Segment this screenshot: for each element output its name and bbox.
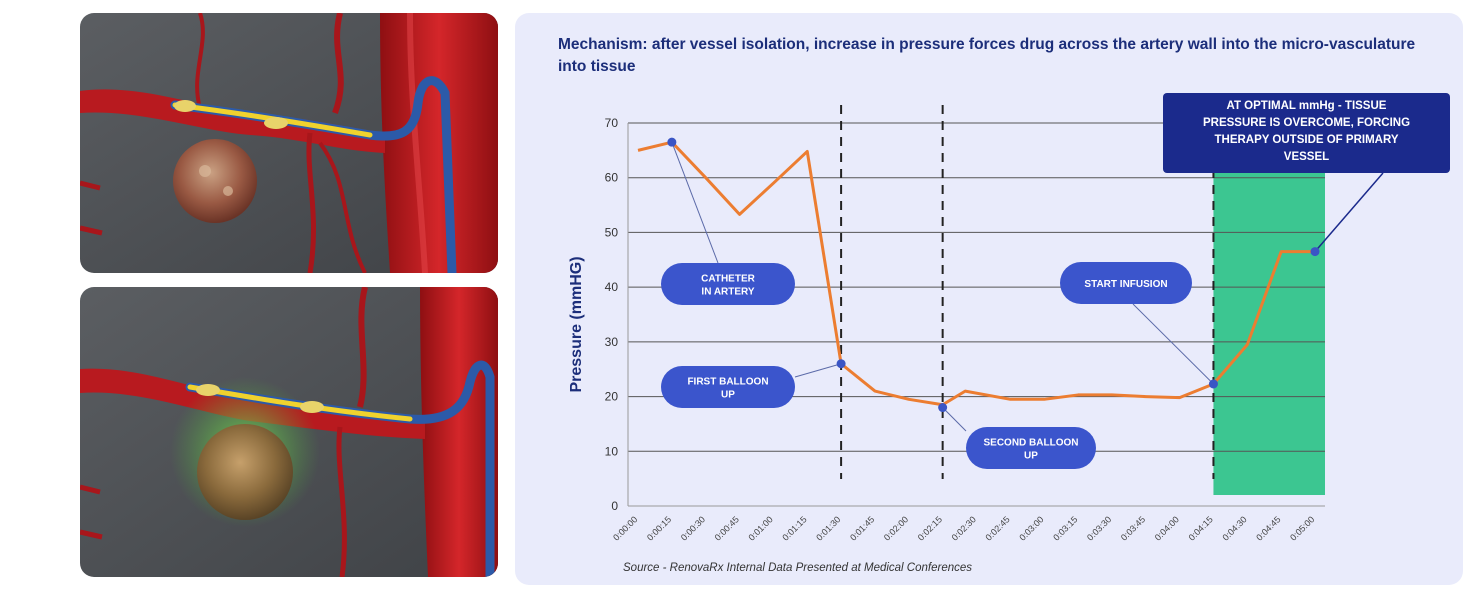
y-tick-label: 40 (605, 280, 619, 294)
x-tick-label: 0:02:30 (950, 514, 978, 542)
y-tick-label: 30 (605, 335, 619, 349)
callout-second-balloon-up-text: UP (1024, 451, 1038, 462)
catheter-in-artery-illustration (80, 13, 498, 273)
y-tick-label: 0 (611, 499, 618, 513)
x-tick-label: 0:01:45 (848, 514, 876, 542)
callout-start-infusion (1060, 262, 1192, 304)
x-tick-label: 0:02:00 (882, 514, 910, 542)
x-tick-label: 0:05:00 (1288, 514, 1316, 542)
x-tick-label: 0:04:30 (1220, 514, 1248, 542)
shaded-region (1213, 171, 1325, 495)
callout-first-balloon-up-text: FIRST BALLOON (687, 377, 768, 388)
x-tick-label: 0:01:30 (814, 514, 842, 542)
data-marker (1208, 379, 1218, 389)
info-box-leader (1314, 172, 1384, 253)
callout-second-balloon-up-leader (942, 407, 967, 432)
data-marker (938, 403, 948, 413)
x-tick-label: 0:00:30 (679, 514, 707, 542)
callout-first-balloon-up-text: UP (721, 390, 735, 401)
callout-catheter-in-artery-text: IN ARTERY (701, 287, 754, 298)
x-tick-label: 0:03:45 (1119, 514, 1147, 542)
pressure-series-line (637, 140, 1315, 407)
x-tick-label: 0:04:00 (1153, 514, 1181, 542)
callout-second-balloon-up (966, 427, 1096, 469)
info-box-text: THERAPY OUTSIDE OF PRIMARY (1214, 134, 1398, 146)
info-box-text: AT OPTIMAL mmHg - TISSUE (1227, 100, 1387, 112)
y-tick-label: 50 (605, 225, 619, 239)
drug-infusion-illustration (80, 287, 498, 577)
chart-title: Mechanism: after vessel isolation, incre… (558, 36, 1416, 75)
data-marker (836, 359, 846, 369)
y-tick-label: 70 (605, 116, 619, 130)
info-box (1163, 93, 1450, 173)
x-tick-label: 0:01:00 (747, 514, 775, 542)
callout-catheter-in-artery-text: CATHETER (701, 274, 755, 285)
callout-first-balloon-up (661, 366, 795, 408)
x-tick-label: 0:00:00 (611, 514, 639, 542)
x-tick-label: 0:04:45 (1254, 514, 1282, 542)
x-tick-label: 0:03:15 (1051, 514, 1079, 542)
y-tick-label: 20 (605, 390, 619, 404)
callout-start-infusion-leader (1132, 303, 1214, 385)
pressure-line-chart: 0 10 20 30 40 50 60 70 0:00:00 0:00:15 0:00:30 0:00… (568, 93, 1450, 543)
info-box-text: PRESSURE IS OVERCOME, FORCING (1203, 117, 1410, 129)
chart-panel: Mechanism: after vessel isolation, incre… (515, 13, 1463, 585)
data-marker (667, 137, 677, 147)
x-tick-label: 0:03:30 (1085, 514, 1113, 542)
x-tick-label: 0:02:15 (916, 514, 944, 542)
x-tick-label: 0:03:00 (1017, 514, 1045, 542)
data-marker (1310, 247, 1320, 257)
x-tick-label: 0:00:15 (645, 514, 673, 542)
x-tick-label: 0:04:15 (1187, 514, 1215, 542)
x-tick-label: 0:00:45 (713, 514, 741, 542)
y-tick-label: 60 (605, 171, 619, 185)
y-axis-label: Pressure (mmHG) (568, 256, 585, 392)
callout-second-balloon-up-text: SECOND BALLOON (984, 438, 1079, 449)
chart-source: Source - RenovaRx Internal Data Presente… (623, 562, 973, 574)
info-box-text: VESSEL (1284, 151, 1329, 163)
callout-catheter-in-artery-leader (671, 141, 719, 264)
callout-first-balloon-up-leader (794, 363, 842, 378)
x-tick-label: 0:01:15 (780, 514, 808, 542)
x-tick-label: 0:02:45 (983, 514, 1011, 542)
callout-catheter-in-artery (661, 263, 795, 305)
y-tick-label: 10 (605, 444, 619, 458)
callout-start-infusion-text: START INFUSION (1084, 279, 1167, 290)
